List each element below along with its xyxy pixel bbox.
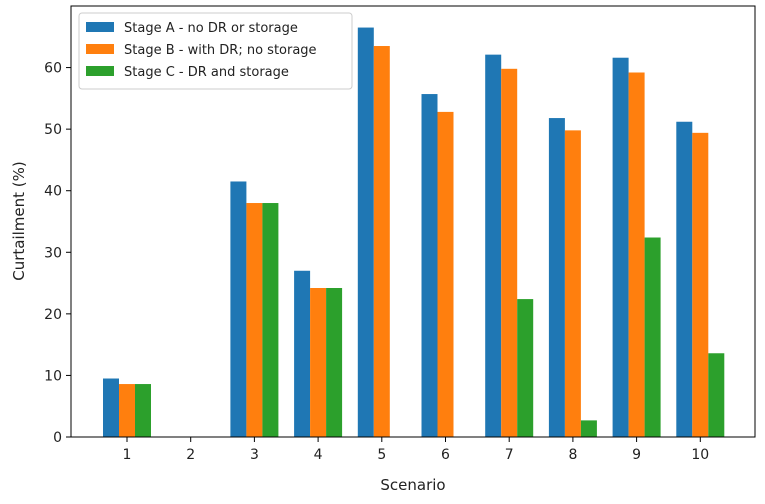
bar-scenario-5-series-1	[357, 27, 374, 438]
legend-label: Stage B - with DR; no storage	[124, 43, 317, 58]
legend: Stage A - no DR or storage Stage B - with…	[78, 12, 353, 90]
bar-scenario-4-series-3	[326, 288, 343, 437]
bar-scenario-9-series-3	[644, 237, 661, 437]
legend-swatch	[86, 22, 114, 32]
x-tick-label: 9	[632, 447, 641, 463]
bar-scenario-6-series-1	[421, 94, 438, 438]
bar-scenario-8-series-2	[564, 130, 581, 437]
y-tick-label: 10	[44, 368, 62, 384]
legend-label: Stage A - no DR or storage	[124, 21, 298, 36]
bar-scenario-7-series-1	[485, 54, 502, 437]
bar-scenario-3-series-3	[262, 203, 279, 437]
bar-scenario-3-series-2	[246, 203, 263, 437]
y-axis-ticks: 0 10 20 30 40 50 60	[44, 61, 71, 446]
x-tick-label: 5	[377, 447, 386, 463]
bar-scenario-9-series-2	[628, 72, 645, 437]
x-tick-label: 4	[314, 447, 323, 463]
bar-scenario-1-series-2	[119, 384, 135, 437]
x-tick-label: 7	[505, 447, 514, 463]
x-axis-label: Scenario	[380, 476, 445, 494]
y-tick-label: 0	[53, 430, 62, 446]
bar-scenario-7-series-3	[517, 299, 534, 437]
bar-scenario-4-series-1	[294, 270, 311, 437]
x-tick-label: 3	[250, 447, 259, 463]
x-tick-label: 8	[568, 447, 577, 463]
bar-scenario-10-series-3	[708, 353, 725, 437]
y-axis-label: Curtailment (%)	[10, 161, 28, 281]
bar-scenario-1-series-1	[103, 378, 119, 437]
x-tick-label: 10	[691, 447, 709, 463]
bar-scenario-8-series-3	[580, 420, 597, 437]
bar-scenario-3-series-1	[230, 181, 247, 437]
bar-scenario-4-series-2	[310, 288, 327, 437]
legend-swatch	[86, 44, 114, 54]
x-tick-label: 1	[123, 447, 132, 463]
bar-scenario-10-series-1	[676, 121, 693, 437]
bar-scenario-10-series-2	[692, 132, 709, 437]
legend-label: Stage C - DR and storage	[124, 65, 289, 80]
y-tick-label: 40	[44, 184, 62, 200]
y-tick-label: 50	[44, 122, 62, 138]
x-axis-ticks: 1 2 3 4 5 6 7 8 9 10	[123, 437, 709, 463]
bar-scenario-7-series-2	[501, 68, 518, 438]
legend-items: Stage A - no DR or storage Stage B - with…	[86, 21, 317, 80]
bars-group	[103, 27, 725, 438]
y-tick-label: 60	[44, 61, 62, 77]
plot-area-frame	[70, 5, 756, 438]
legend-swatch	[86, 66, 114, 76]
bar-scenario-6-series-2	[437, 111, 454, 438]
x-tick-label: 6	[441, 447, 450, 463]
bar-scenario-1-series-3	[135, 384, 151, 437]
bar-scenario-9-series-1	[612, 57, 629, 437]
legend-box	[78, 12, 353, 90]
y-tick-label: 20	[44, 307, 62, 323]
bar-scenario-8-series-1	[548, 118, 565, 437]
y-tick-label: 30	[44, 245, 62, 261]
x-tick-label: 2	[186, 447, 195, 463]
bar-scenario-5-series-2	[373, 46, 390, 438]
